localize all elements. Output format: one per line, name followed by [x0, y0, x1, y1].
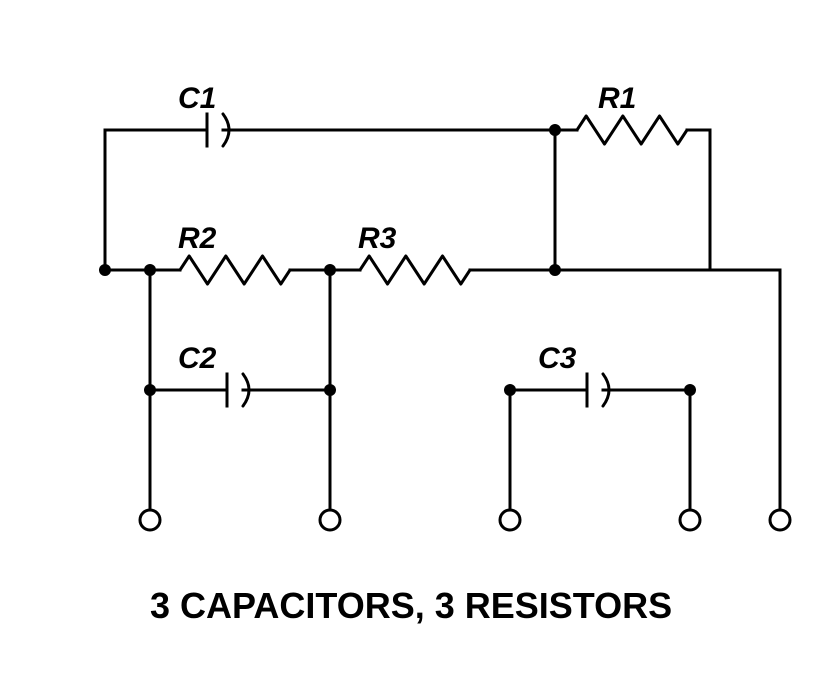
label-c1: C1 [178, 82, 216, 116]
label-r3: R3 [358, 222, 396, 256]
label-r2: R2 [178, 222, 216, 256]
label-c3: C3 [538, 342, 576, 376]
label-c2: C2 [178, 342, 216, 376]
label-r1: R1 [598, 82, 636, 116]
caption: 3 CAPACITORS, 3 RESISTORS [150, 585, 672, 627]
